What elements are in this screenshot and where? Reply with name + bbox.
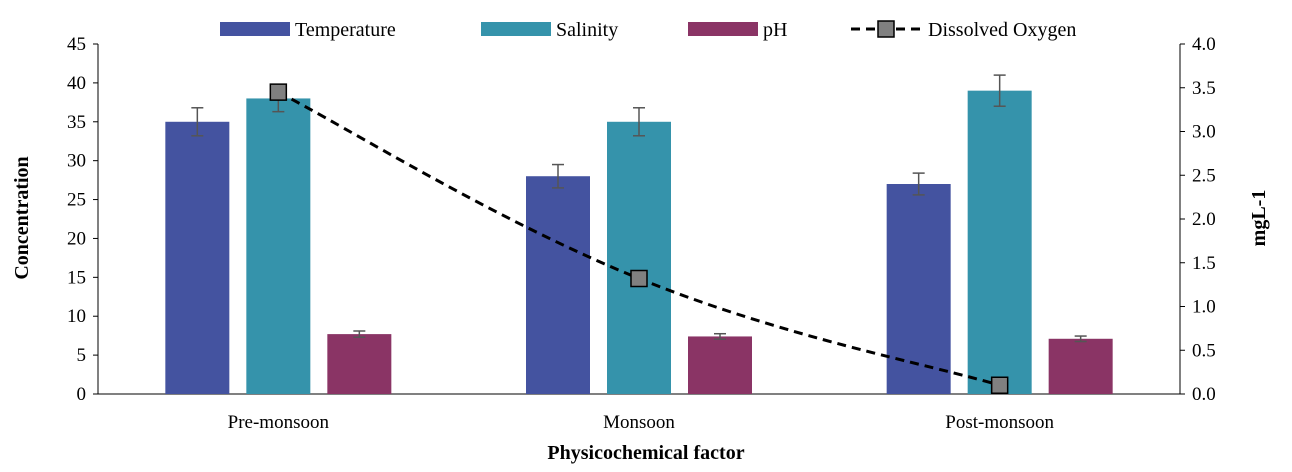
x-tick-label: Pre-monsoon <box>228 412 330 433</box>
y-tick-label: 15 <box>67 267 86 288</box>
y-tick-label: 20 <box>67 228 86 249</box>
y2-tick-label: 0.0 <box>1192 384 1216 405</box>
y2-tick-label: 2.5 <box>1192 165 1216 186</box>
legend-label: pH <box>763 19 787 41</box>
y-tick-label: 45 <box>67 34 86 55</box>
bar <box>1048 338 1113 394</box>
bar <box>967 90 1032 395</box>
legend-swatch <box>688 22 758 36</box>
bars <box>165 74 1113 395</box>
line-series <box>269 83 1009 394</box>
y-tick-label: 0 <box>77 384 87 405</box>
legend-label: Dissolved Oxygen <box>928 19 1076 41</box>
y-tick-label: 5 <box>77 345 87 366</box>
y-tick-label: 35 <box>67 112 86 133</box>
y2-tick-label: 1.5 <box>1192 253 1216 274</box>
legend-label: Temperature <box>295 19 396 41</box>
bar <box>688 336 752 394</box>
bar <box>526 176 590 394</box>
y2-tick-label: 2.0 <box>1192 209 1216 230</box>
bar <box>327 334 392 394</box>
bar <box>886 184 951 394</box>
y-tick-label: 40 <box>67 73 86 94</box>
y2-tick-label: 4.0 <box>1192 34 1216 55</box>
y-tick-label: 25 <box>67 190 86 211</box>
legend-label: Salinity <box>556 19 618 41</box>
x-axis-title: Physicochemical factor <box>547 442 744 464</box>
legend-swatch <box>220 22 290 36</box>
y2-tick-label: 3.0 <box>1192 122 1216 143</box>
legend-swatch <box>481 22 551 36</box>
dissolved-oxygen-point <box>630 269 648 288</box>
y2-tick-label: 1.0 <box>1192 297 1216 318</box>
y2-tick-label: 3.5 <box>1192 78 1216 99</box>
y-tick-label: 30 <box>67 151 86 172</box>
bar <box>165 121 230 395</box>
bar <box>246 98 311 394</box>
legend-marker <box>877 20 895 38</box>
y2-axis-title: mgL-1 <box>1248 190 1270 247</box>
dissolved-oxygen-point <box>990 376 1009 394</box>
x-tick-label: Post-monsoon <box>945 412 1054 433</box>
x-tick-label: Monsoon <box>603 412 675 433</box>
legend: Temperature Salinity pH Dissolved Oxygen <box>220 19 1076 41</box>
y-axis-title: Concentration <box>11 156 33 279</box>
y-tick-label: 10 <box>67 306 86 327</box>
bar <box>607 121 671 395</box>
y2-tick-label: 0.5 <box>1192 340 1216 361</box>
dissolved-oxygen-point <box>269 83 288 101</box>
